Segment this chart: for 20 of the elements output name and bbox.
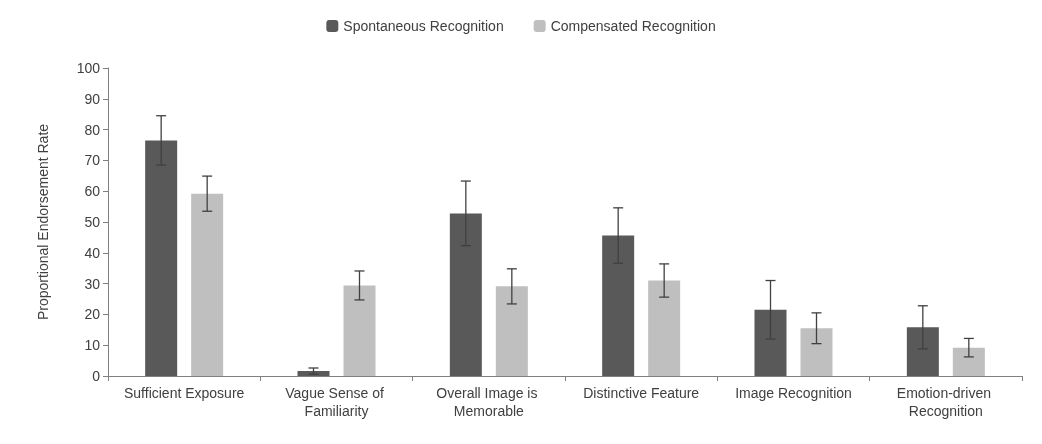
legend-label: Compensated Recognition: [550, 18, 716, 34]
y-tick-label: 50: [84, 214, 101, 230]
x-tick-label: Sufficient Exposure: [123, 385, 245, 401]
y-tick-label: 100: [76, 60, 101, 76]
y-tick-label: 80: [84, 121, 101, 138]
y-tick-label: 90: [84, 90, 101, 107]
x-tick-label: Overall Image is Memorable: [436, 385, 542, 419]
y-tick-label: 70: [84, 152, 101, 169]
y-tick-label: 60: [84, 183, 101, 200]
legend-label: Spontaneous Recognition: [343, 18, 504, 34]
x-tick-label: Distinctive Feature: [583, 385, 700, 401]
y-tick-label: 40: [84, 244, 101, 261]
y-tick-label: 30: [84, 275, 101, 292]
x-tick-label: Emotion-driven Recognition: [896, 385, 995, 419]
y-axis-title: Proportional Endorsement Rate: [35, 123, 51, 321]
y-tick-label: 20: [84, 306, 101, 323]
x-tick-label: Image Recognition: [735, 385, 852, 401]
x-tick-label: Vague Sense of Familiarity: [285, 385, 388, 419]
y-tick-label: 0: [92, 368, 101, 384]
y-tick-label: 10: [84, 337, 101, 354]
